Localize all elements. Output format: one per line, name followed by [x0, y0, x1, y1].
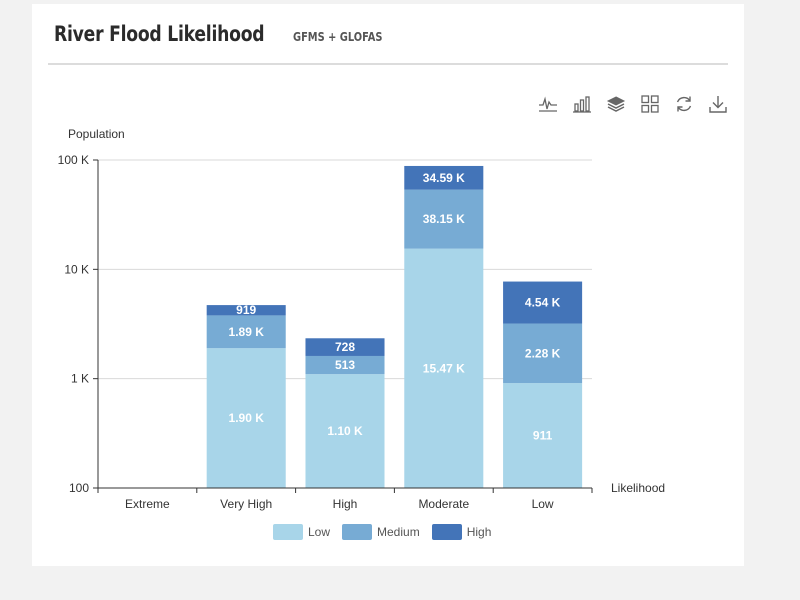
stack-button[interactable] — [602, 92, 630, 116]
bar-value-label: 1.90 K — [229, 411, 265, 425]
table-view-button[interactable] — [636, 92, 664, 116]
bar-medium[interactable] — [503, 323, 583, 384]
download-button[interactable] — [704, 92, 732, 116]
y-tick-label: 100 — [69, 481, 89, 495]
x-tick-label: Moderate — [418, 497, 469, 511]
bar-medium[interactable] — [206, 315, 286, 349]
bar-value-label: 513 — [335, 358, 355, 372]
bar-value-label: 728 — [335, 340, 355, 354]
x-tick-label: High — [333, 497, 358, 511]
axes: 100 1 K 10 K 100 K Extreme Very High High Moder… — [58, 153, 593, 511]
line-chart-button[interactable] — [534, 92, 562, 116]
x-axis-title: Likelihood — [611, 481, 665, 495]
bar-chart-icon — [573, 96, 591, 113]
chart-toolbar — [534, 92, 732, 116]
bar-value-label: 1.89 K — [229, 325, 265, 339]
legend-item-low[interactable]: Low — [273, 524, 330, 540]
header-divider — [48, 63, 728, 65]
bar-medium[interactable] — [404, 189, 484, 249]
chart-title: River Flood Likelihood — [54, 22, 265, 46]
chart-card: River Flood Likelihood GFMS + GLOFAS — [32, 4, 744, 566]
bar-high[interactable] — [206, 305, 286, 316]
legend: Low Medium High — [273, 524, 491, 540]
legend-item-medium[interactable]: Medium — [342, 524, 420, 540]
bar-high[interactable] — [305, 338, 385, 356]
bar-medium[interactable] — [305, 355, 385, 375]
legend-swatch-medium — [342, 524, 373, 540]
bar-value-label: 4.54 K — [525, 296, 561, 310]
bar-value-label: 911 — [533, 429, 553, 443]
bar-low[interactable] — [206, 348, 286, 488]
legend-item-high[interactable]: High — [431, 524, 492, 540]
legend-swatch-low — [273, 524, 303, 540]
bar-low[interactable] — [404, 248, 484, 488]
bar-value-label: 38.15 K — [423, 212, 465, 226]
x-tick-label: Low — [532, 497, 554, 511]
y-tick-label: 100 K — [58, 153, 89, 167]
line-chart-icon — [539, 96, 557, 112]
bars: 1.90 K 1.89 K 919 1.10 K 513 728 15.47 K 38.15 … — [206, 165, 583, 488]
bar-value-label: 15.47 K — [423, 361, 465, 375]
legend-label-high: High — [466, 525, 492, 539]
download-icon — [709, 96, 727, 113]
x-tick-label: Very High — [220, 497, 272, 511]
legend-swatch-high — [431, 524, 462, 540]
grid-icon — [641, 95, 659, 113]
y-tick-label: 10 K — [64, 262, 89, 276]
bar-low[interactable] — [305, 374, 385, 488]
chart-subtitle: GFMS + GLOFAS — [292, 30, 383, 44]
legend-label-medium: Medium — [377, 525, 420, 539]
restore-button[interactable] — [670, 92, 698, 116]
stacked-bar-chart: 1.90 K 1.89 K 919 1.10 K 513 728 15.47 K 38.15 … — [58, 127, 665, 511]
stack-icon — [606, 96, 626, 112]
bar-chart-button[interactable] — [568, 92, 596, 116]
bar-high[interactable] — [503, 281, 583, 324]
refresh-icon — [676, 96, 692, 112]
legend-label-low: Low — [308, 525, 331, 539]
y-axis-title: Population — [68, 127, 125, 141]
bar-high[interactable] — [404, 165, 484, 190]
y-tick-label: 1 K — [71, 372, 89, 386]
x-tick-label: Extreme — [125, 497, 170, 511]
card-header: River Flood Likelihood GFMS + GLOFAS — [54, 22, 402, 46]
bar-value-label: 34.59 K — [423, 171, 465, 185]
bar-value-label: 1.10 K — [327, 424, 363, 438]
bar-low[interactable] — [503, 383, 583, 488]
bar-value-label: 919 — [236, 303, 256, 317]
bar-value-label: 2.28 K — [525, 346, 561, 360]
